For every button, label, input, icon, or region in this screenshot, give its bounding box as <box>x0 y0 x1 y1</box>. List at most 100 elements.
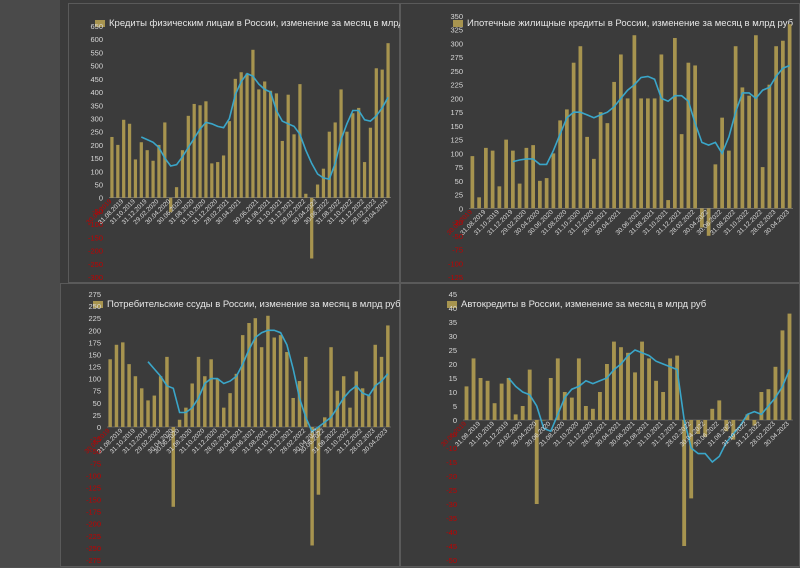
bar <box>139 142 143 198</box>
bar <box>186 115 190 198</box>
bar <box>686 62 691 209</box>
y-tick-label: 75 <box>455 163 463 172</box>
y-tick-label: -200 <box>88 247 103 256</box>
y-tick-label: -250 <box>88 260 103 269</box>
bar <box>341 376 346 427</box>
bar <box>184 407 188 427</box>
bar <box>379 356 384 427</box>
trend-line <box>147 329 389 434</box>
y-tick-label: -30 <box>446 500 457 509</box>
bar <box>590 408 595 420</box>
bar <box>504 139 508 209</box>
bar <box>180 150 185 198</box>
bar <box>733 46 738 209</box>
bar <box>198 105 202 198</box>
bar <box>767 84 772 209</box>
bar <box>239 72 243 198</box>
bar <box>108 359 112 427</box>
trend-line <box>140 72 389 181</box>
bar <box>524 147 529 209</box>
bar <box>163 122 167 198</box>
bar <box>541 420 546 421</box>
bar <box>619 54 623 209</box>
bar <box>696 420 701 434</box>
bar <box>259 347 264 427</box>
bar <box>257 89 261 198</box>
bar <box>174 187 179 198</box>
bar <box>605 364 609 420</box>
bar <box>292 134 296 198</box>
bar <box>551 153 556 209</box>
bar <box>285 352 289 427</box>
bar <box>773 366 778 420</box>
bar <box>216 162 220 198</box>
bar <box>227 121 232 198</box>
legend: Кредиты физическим лицам в России, измен… <box>95 18 422 29</box>
bar <box>787 313 792 420</box>
bar <box>780 330 785 420</box>
bar <box>583 406 588 420</box>
bar <box>464 386 469 420</box>
legend-label: Автокредиты в России, изменение за месяц… <box>461 299 707 310</box>
bar <box>151 160 155 198</box>
y-tick-label: -50 <box>92 207 103 216</box>
y-tick-label: 25 <box>93 411 101 420</box>
y-tick-label: 600 <box>90 35 103 44</box>
bar <box>133 376 138 427</box>
bar <box>121 342 125 427</box>
y-tick-label: -100 <box>88 220 103 229</box>
legend-swatch <box>453 20 463 27</box>
bar <box>673 37 677 209</box>
y-tick-label: 0 <box>453 416 457 425</box>
bar <box>675 355 680 420</box>
bar <box>280 140 284 198</box>
y-tick-label: 45 <box>449 290 457 299</box>
bar <box>497 186 502 209</box>
y-tick-label: 300 <box>450 39 463 48</box>
bar <box>152 395 157 427</box>
y-tick-label: -225 <box>86 532 101 541</box>
bar <box>380 69 384 198</box>
y-tick-label: 50 <box>93 399 101 408</box>
bar <box>555 358 560 420</box>
bar <box>471 358 476 420</box>
y-tick-label: -10 <box>446 444 457 453</box>
chart-svg: 650600550500450400350300250200150100500-… <box>85 22 391 282</box>
y-tick-label: 15 <box>449 374 457 383</box>
chart-panel-mortgage-loans: Ипотечные жилищные кредиты в России, изм… <box>400 3 800 283</box>
y-tick-label: 35 <box>449 318 457 327</box>
bar <box>204 101 208 198</box>
y-tick-label: 5 <box>453 402 457 411</box>
bar <box>499 383 504 420</box>
y-tick-label: -200 <box>86 520 101 529</box>
bar <box>752 420 757 426</box>
bar <box>362 162 367 198</box>
y-tick-label: -100 <box>448 259 463 268</box>
bar <box>127 123 132 198</box>
bar <box>597 392 602 420</box>
y-tick-label: 275 <box>450 53 463 62</box>
bar <box>196 356 201 427</box>
bar <box>278 335 283 427</box>
bar <box>548 378 553 420</box>
bar <box>333 122 337 198</box>
bar <box>571 62 576 209</box>
y-tick-label: 500 <box>90 62 103 71</box>
bar <box>203 376 207 427</box>
y-tick-label: 225 <box>450 81 463 90</box>
bar <box>146 400 150 427</box>
bar <box>222 407 226 427</box>
bar <box>234 373 239 427</box>
bar <box>477 197 481 209</box>
y-tick-label: -50 <box>452 232 463 241</box>
y-tick-label: -75 <box>90 459 101 468</box>
bar <box>351 113 355 198</box>
trend-line <box>507 349 791 464</box>
chart-svg: 2752502252001751501251007550250-25-50-75… <box>84 290 391 565</box>
chart-panel-consumer-loans-total: Кредиты физическим лицам в России, измен… <box>68 3 422 283</box>
y-tick-label: 50 <box>95 181 103 190</box>
bar <box>700 208 704 228</box>
bar <box>544 178 549 209</box>
y-tick-label: 550 <box>90 48 103 57</box>
bar <box>354 371 359 427</box>
